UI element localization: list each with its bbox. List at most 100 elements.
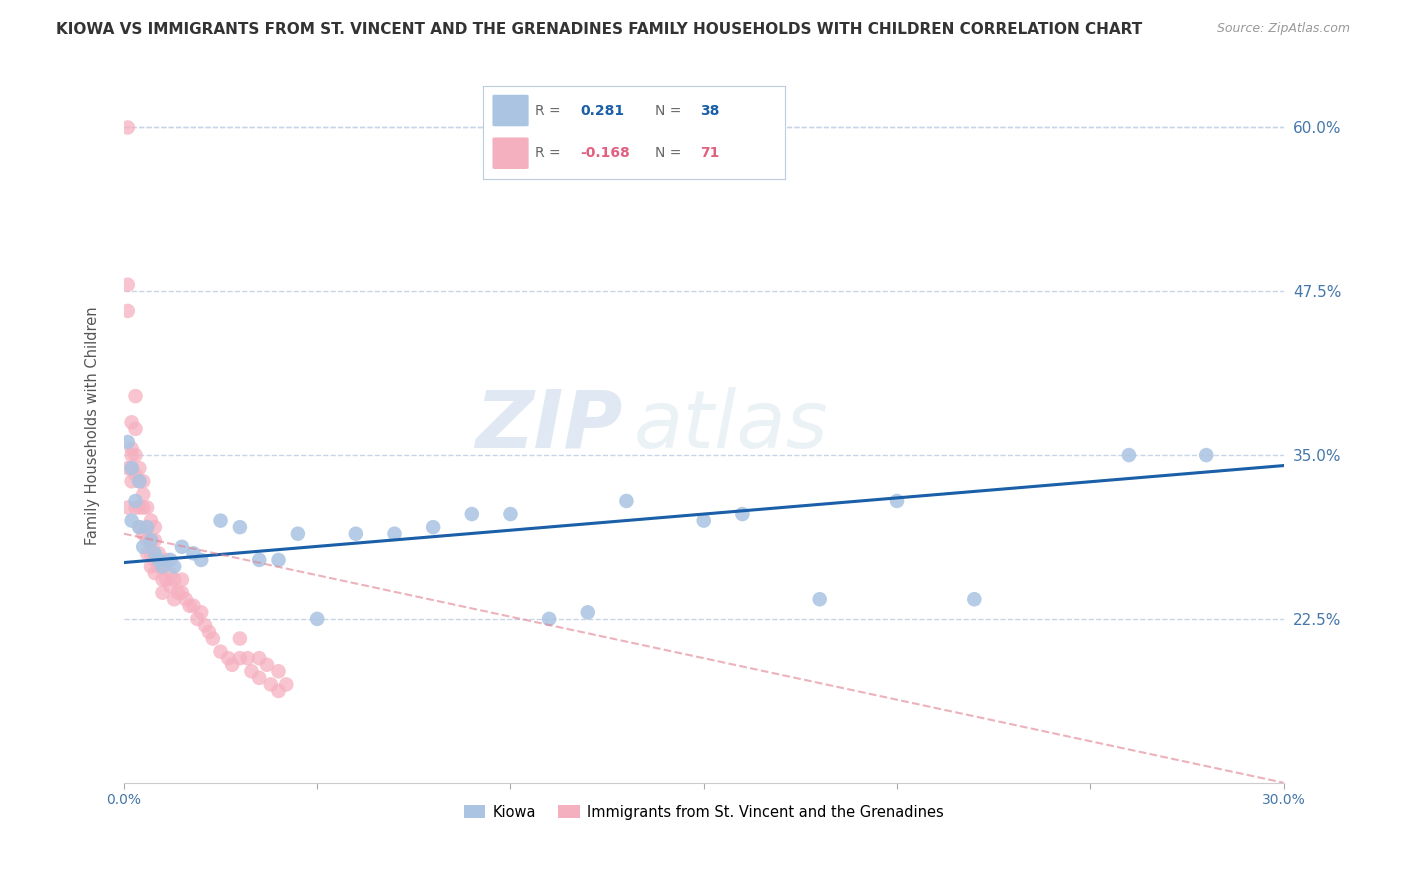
Point — [731, 507, 754, 521]
Text: ZIP: ZIP — [475, 386, 623, 465]
Point — [136, 520, 159, 534]
Point — [121, 475, 143, 489]
Point — [132, 475, 155, 489]
Point — [229, 632, 252, 646]
Point — [132, 540, 155, 554]
Y-axis label: Family Households with Children: Family Households with Children — [86, 306, 100, 545]
Point — [128, 520, 150, 534]
Point — [117, 277, 139, 292]
Point — [198, 625, 221, 640]
Point — [190, 553, 212, 567]
Point — [124, 389, 146, 403]
Point — [132, 487, 155, 501]
Point — [124, 422, 146, 436]
Point — [170, 540, 193, 554]
Point — [693, 514, 716, 528]
Point — [121, 415, 143, 429]
Point — [209, 645, 232, 659]
Point — [267, 684, 290, 698]
Point — [121, 461, 143, 475]
Point — [576, 605, 599, 619]
Point — [128, 461, 150, 475]
Point — [163, 559, 186, 574]
Point — [128, 475, 150, 489]
Point — [276, 677, 298, 691]
Point — [121, 442, 143, 456]
Point — [117, 435, 139, 450]
Point — [132, 526, 155, 541]
Point — [152, 573, 174, 587]
Point — [136, 546, 159, 560]
Point — [143, 533, 166, 548]
Point — [128, 520, 150, 534]
Point — [124, 448, 146, 462]
Point — [247, 671, 270, 685]
Point — [148, 546, 170, 560]
Point — [201, 632, 224, 646]
Point — [247, 553, 270, 567]
Point — [229, 651, 252, 665]
Point — [124, 467, 146, 482]
Point — [128, 475, 150, 489]
Point — [117, 461, 139, 475]
Point — [148, 553, 170, 567]
Point — [174, 592, 197, 607]
Point — [132, 500, 155, 515]
Point — [139, 546, 162, 560]
Point — [267, 665, 290, 679]
Point — [229, 520, 252, 534]
Legend: Kiowa, Immigrants from St. Vincent and the Grenadines: Kiowa, Immigrants from St. Vincent and t… — [458, 798, 950, 825]
Point — [128, 500, 150, 515]
Point — [240, 665, 263, 679]
Point — [163, 573, 186, 587]
Point — [139, 533, 162, 548]
Point — [136, 500, 159, 515]
Point — [152, 585, 174, 599]
Point — [159, 579, 181, 593]
Point — [209, 514, 232, 528]
Text: Source: ZipAtlas.com: Source: ZipAtlas.com — [1216, 22, 1350, 36]
Point — [143, 546, 166, 560]
Point — [247, 651, 270, 665]
Point — [139, 559, 162, 574]
Point — [139, 514, 162, 528]
Point — [163, 592, 186, 607]
Point — [155, 573, 177, 587]
Point — [194, 618, 217, 632]
Point — [121, 514, 143, 528]
Point — [155, 553, 177, 567]
Point — [307, 612, 329, 626]
Point — [344, 526, 367, 541]
Point — [117, 120, 139, 135]
Point — [124, 500, 146, 515]
Point — [170, 573, 193, 587]
Point — [538, 612, 561, 626]
Point — [217, 651, 239, 665]
Point — [1118, 448, 1140, 462]
Point — [287, 526, 309, 541]
Point — [136, 533, 159, 548]
Point — [499, 507, 522, 521]
Point — [422, 520, 444, 534]
Point — [256, 657, 278, 672]
Point — [461, 507, 484, 521]
Point — [1195, 448, 1218, 462]
Point — [808, 592, 831, 607]
Point — [136, 520, 159, 534]
Point — [179, 599, 201, 613]
Point — [139, 533, 162, 548]
Point — [117, 304, 139, 318]
Point — [170, 585, 193, 599]
Point — [190, 605, 212, 619]
Point — [384, 526, 406, 541]
Point — [616, 494, 638, 508]
Point — [167, 585, 190, 599]
Point — [186, 612, 208, 626]
Point — [152, 559, 174, 574]
Point — [152, 559, 174, 574]
Point — [886, 494, 908, 508]
Point — [117, 500, 139, 515]
Point — [963, 592, 986, 607]
Point — [183, 599, 205, 613]
Text: atlas: atlas — [634, 386, 830, 465]
